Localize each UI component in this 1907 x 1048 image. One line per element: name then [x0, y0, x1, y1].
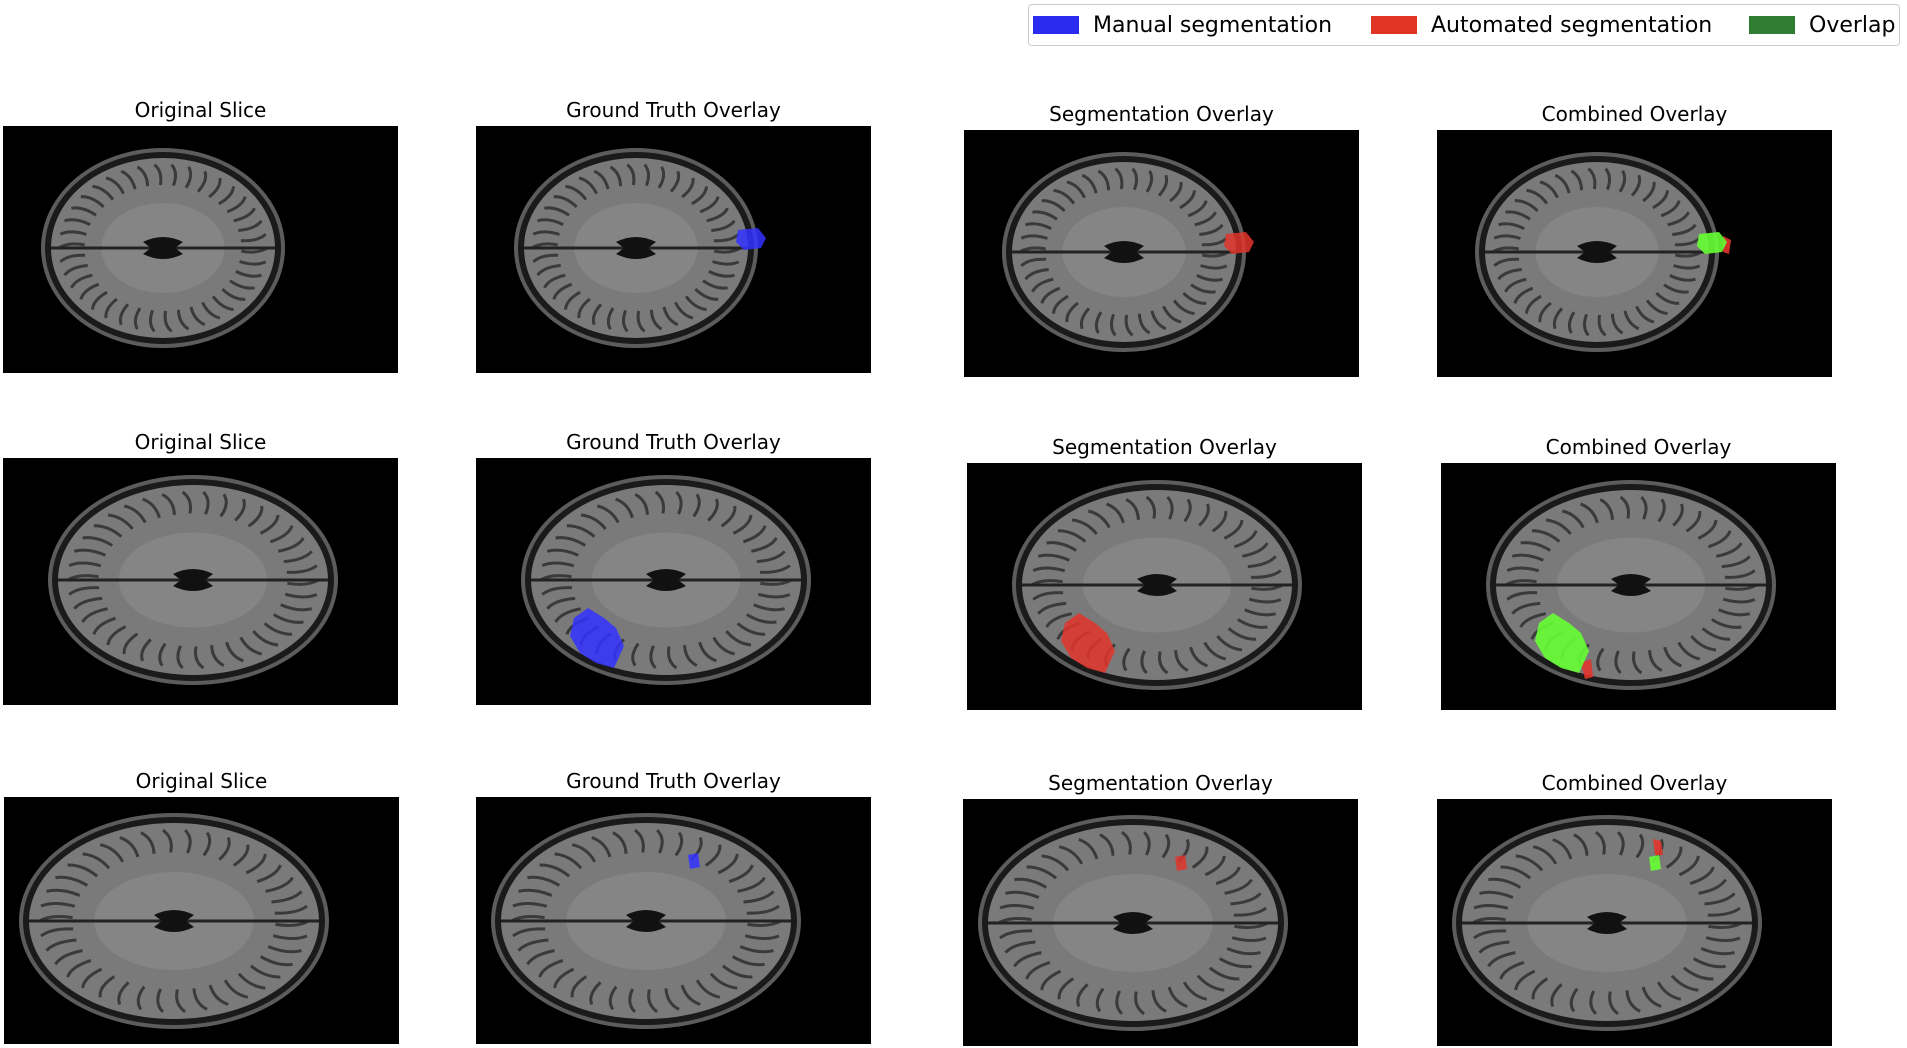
mri-slice-image	[476, 797, 871, 1044]
mri-slice-image	[4, 797, 399, 1044]
panel-r3-combined: Combined Overlay	[1437, 769, 1832, 1046]
panel-r2-original: Original Slice	[3, 428, 398, 705]
panel-r1-combined: Combined Overlay	[1437, 100, 1832, 377]
automated-swatch	[1371, 16, 1417, 34]
overlap-mask	[1649, 855, 1661, 871]
overlap-swatch	[1749, 16, 1795, 34]
mri-slice-image	[1437, 130, 1832, 377]
mri-slice-image	[967, 463, 1362, 710]
mri-slice-image	[476, 458, 871, 705]
panel-title: Combined Overlay	[1541, 102, 1728, 126]
legend-item-overlap: Overlap	[1749, 5, 1895, 45]
panel-r3-segmentation: Segmentation Overlay	[963, 769, 1358, 1046]
panel-title: Combined Overlay	[1545, 435, 1732, 459]
automated-mask	[1061, 613, 1115, 673]
panel-title: Segmentation Overlay	[1048, 771, 1273, 795]
panel-r2-segmentation: Segmentation Overlay	[967, 433, 1362, 710]
legend-label-overlap: Overlap	[1809, 12, 1896, 38]
panel-title: Combined Overlay	[1541, 771, 1728, 795]
panel-title: Original Slice	[134, 98, 267, 122]
mri-slice-image	[1437, 799, 1832, 1046]
panel-r3-original: Original Slice	[4, 767, 399, 1044]
manual-mask	[570, 608, 624, 668]
automated-mask	[1224, 232, 1254, 254]
overlap-mask	[1697, 232, 1727, 254]
panel-title: Segmentation Overlay	[1052, 435, 1277, 459]
panel-title: Segmentation Overlay	[1049, 102, 1274, 126]
legend-label-manual: Manual segmentation	[1093, 12, 1333, 38]
panel-title: Original Slice	[134, 430, 267, 454]
panel-title: Ground Truth Overlay	[566, 98, 781, 122]
panel-r1-original: Original Slice	[3, 96, 398, 373]
panel-r3-ground-truth: Ground Truth Overlay	[476, 767, 871, 1044]
legend-item-automated: Automated segmentation	[1371, 5, 1712, 45]
mri-slice-image	[3, 126, 398, 373]
panel-title: Ground Truth Overlay	[566, 769, 781, 793]
mri-slice-image	[476, 126, 871, 373]
panel-r2-combined: Combined Overlay	[1441, 433, 1836, 710]
overlap-mask	[1535, 613, 1589, 673]
panel-title: Original Slice	[135, 769, 268, 793]
panel-r2-ground-truth: Ground Truth Overlay	[476, 428, 871, 705]
manual-mask	[736, 228, 766, 250]
legend-item-manual: Manual segmentation	[1033, 5, 1332, 45]
panel-title: Ground Truth Overlay	[566, 430, 781, 454]
manual-swatch	[1033, 16, 1079, 34]
automated-mask	[1653, 839, 1663, 855]
legend: Manual segmentation Automated segmentati…	[1028, 4, 1900, 46]
panel-r1-segmentation: Segmentation Overlay	[964, 100, 1359, 377]
manual-mask	[688, 853, 700, 869]
automated-mask	[1581, 659, 1593, 679]
mri-slice-image	[963, 799, 1358, 1046]
legend-label-automated: Automated segmentation	[1431, 12, 1713, 38]
mri-slice-image	[1441, 463, 1836, 710]
mri-slice-image	[3, 458, 398, 705]
mri-slice-image	[964, 130, 1359, 377]
panel-r1-ground-truth: Ground Truth Overlay	[476, 96, 871, 373]
automated-mask	[1175, 855, 1187, 871]
